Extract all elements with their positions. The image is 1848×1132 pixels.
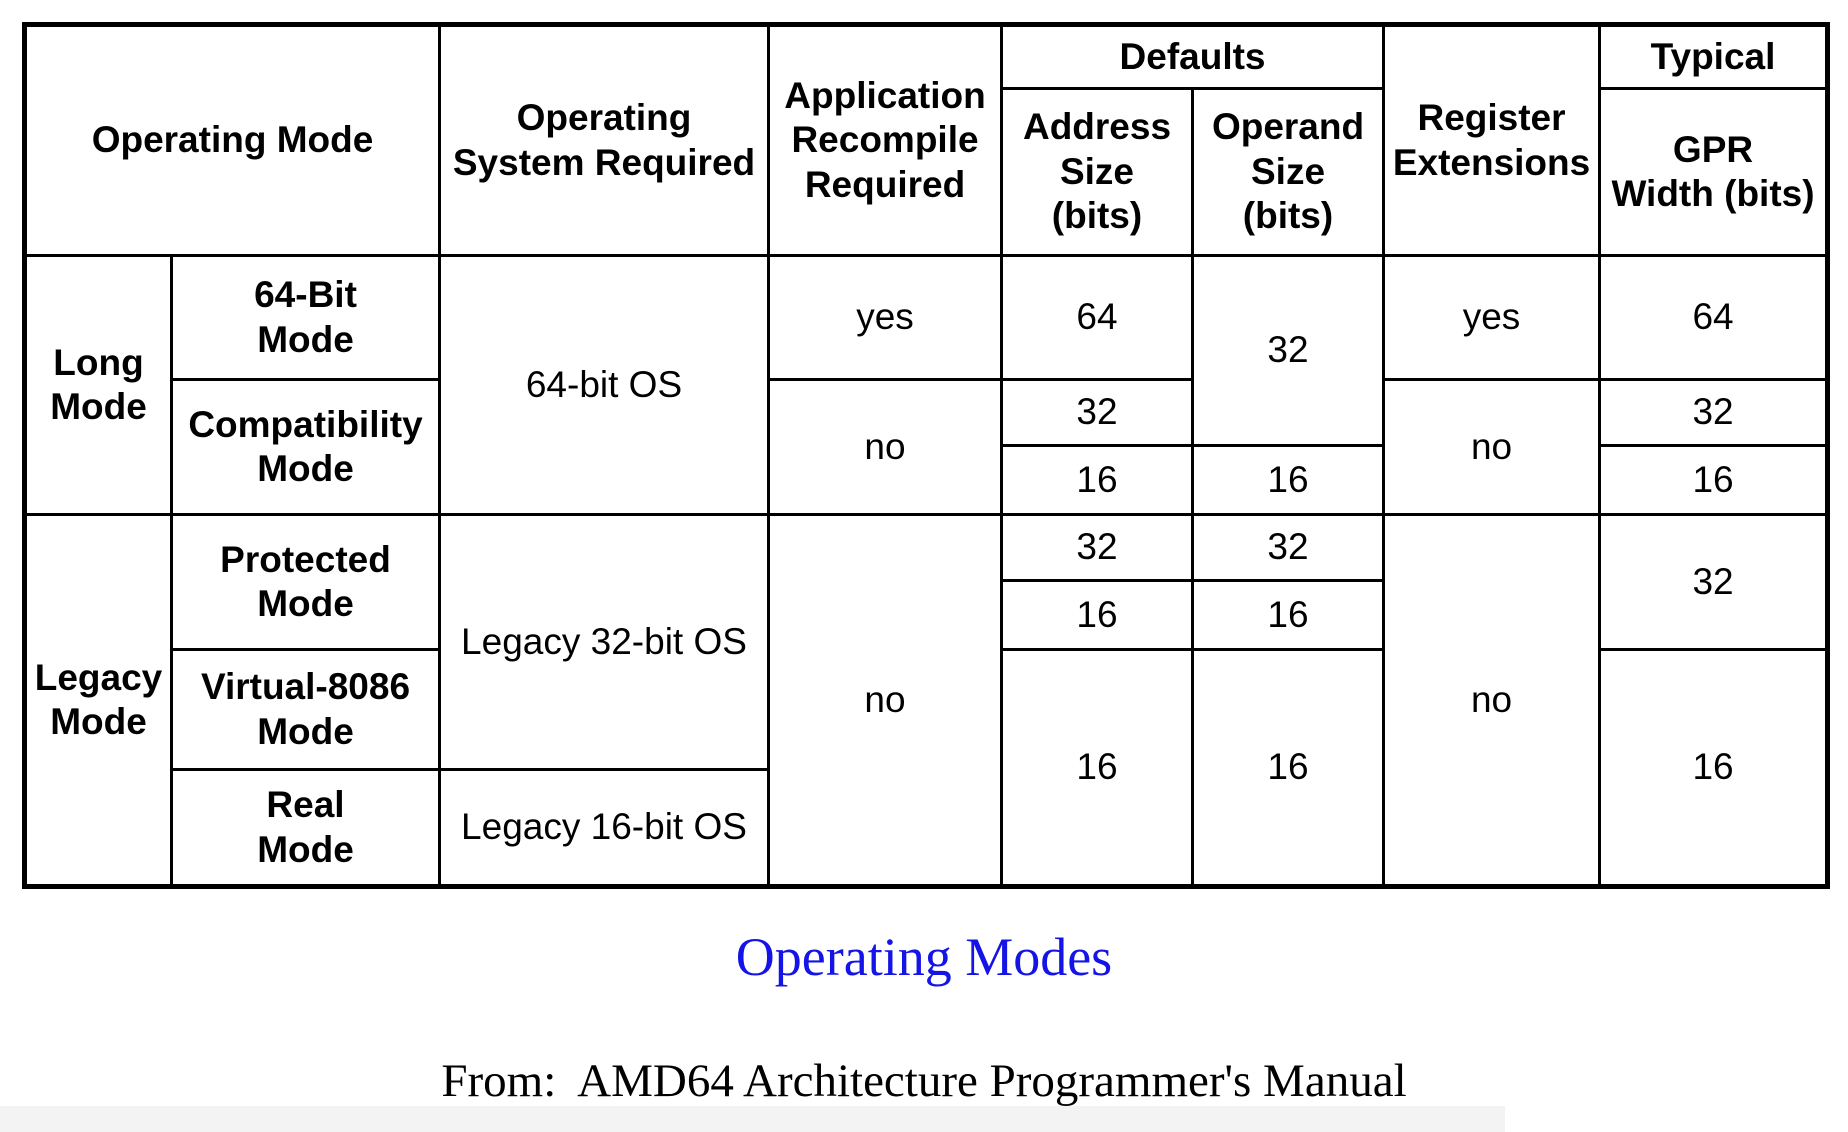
row-virtual-8086: Virtual-8086 Mode 16 16 16	[25, 648, 1830, 888]
row-64bit-mode: Long Mode 64-Bit Mode 64-bit OS yes 64 3…	[23, 254, 1830, 516]
header-row-2: Address Size (bits) Operand Size (bits) …	[25, 87, 1830, 257]
operating-modes-table: Operating Mode Operating System Required…	[22, 22, 1831, 889]
cell-64bit-os: 64-bit OS	[438, 254, 770, 516]
cell-compatibility-address-16: 16	[1000, 444, 1194, 516]
cell-v8086-real-address-16: 16	[1000, 648, 1194, 888]
cell-legacy-32bit-os: Legacy 32-bit OS	[438, 513, 770, 771]
cell-compatibility-register-extensions: no	[1382, 378, 1602, 516]
source-attribution: From: AMD64 Architecture Programmer's Ma…	[441, 1055, 1407, 1107]
cell-v8086-real-gpr-16: 16	[1598, 648, 1830, 888]
table-caption: Operating Modes	[735, 927, 1113, 987]
row-compatibility-1: Compatibility Mode no 32 no 32	[25, 378, 1830, 516]
cell-compatibility-gpr-16: 16	[1598, 444, 1830, 516]
cell-compatibility-mode-label: Compatibility Mode	[170, 378, 441, 516]
header-app-recompile: Application Recompile Required	[767, 23, 1003, 257]
cell-protected-address-32: 32	[1000, 513, 1194, 582]
cell-compatibility-recompile: no	[767, 378, 1003, 516]
cell-legacy-mode-group: Legacy Mode	[23, 513, 173, 888]
cell-protected-operand-16: 16	[1190, 579, 1386, 651]
cell-compatibility-gpr-32: 32	[1598, 378, 1830, 447]
cell-v8086-real-operand-16: 16	[1190, 648, 1386, 888]
header-register-extensions: Register Extensions	[1382, 23, 1602, 257]
cell-protected-address-16: 16	[1000, 579, 1194, 651]
header-gpr-width: GPR Width (bits)	[1598, 87, 1830, 257]
header-address-size: Address Size (bits)	[1000, 87, 1194, 257]
cell-64bit-recompile: yes	[767, 254, 1003, 381]
cell-real-mode-label: Real Mode	[170, 768, 441, 888]
cell-64bit-mode-label: 64-Bit Mode	[170, 254, 441, 381]
cell-long-mode-group: Long Mode	[23, 254, 173, 516]
cell-legacy-register-extensions: no	[1382, 513, 1602, 888]
cell-64bit-register-extensions: yes	[1382, 254, 1602, 381]
header-typical: Typical	[1598, 23, 1830, 90]
row-compatibility-2: 16 16 16	[25, 444, 1830, 516]
cell-compatibility-address-32: 32	[1000, 378, 1194, 447]
header-defaults: Defaults	[999, 23, 1386, 90]
cell-legacy-16bit-os: Legacy 16-bit OS	[438, 768, 770, 888]
cell-64bit-operand-size: 32	[1190, 254, 1386, 447]
row-protected-1: Legacy Mode Protected Mode Legacy 32-bit…	[23, 513, 1830, 888]
header-os-required: Operating System Required	[438, 23, 770, 257]
cell-protected-mode-label: Protected Mode	[170, 513, 441, 651]
cell-protected-gpr-32: 32	[1598, 513, 1830, 651]
cell-virtual-8086-label: Virtual-8086 Mode	[170, 648, 441, 771]
header-operand-size: Operand Size (bits)	[1190, 87, 1386, 257]
cell-64bit-address-size: 64	[1000, 254, 1194, 381]
header-operating-mode: Operating Mode	[23, 23, 441, 257]
row-real-mode: Real Mode Legacy 16-bit OS	[25, 768, 1828, 888]
bottom-edge-artifact	[0, 1106, 1505, 1132]
cell-legacy-recompile: no	[767, 513, 1003, 888]
cell-compatibility-operand-16: 16	[1190, 444, 1386, 516]
cell-64bit-gpr-width: 64	[1598, 254, 1830, 381]
header-row-1: Operating Mode Operating System Required…	[23, 23, 1830, 257]
row-protected-2: 16 16	[25, 579, 1828, 651]
cell-protected-operand-32: 32	[1190, 513, 1386, 582]
